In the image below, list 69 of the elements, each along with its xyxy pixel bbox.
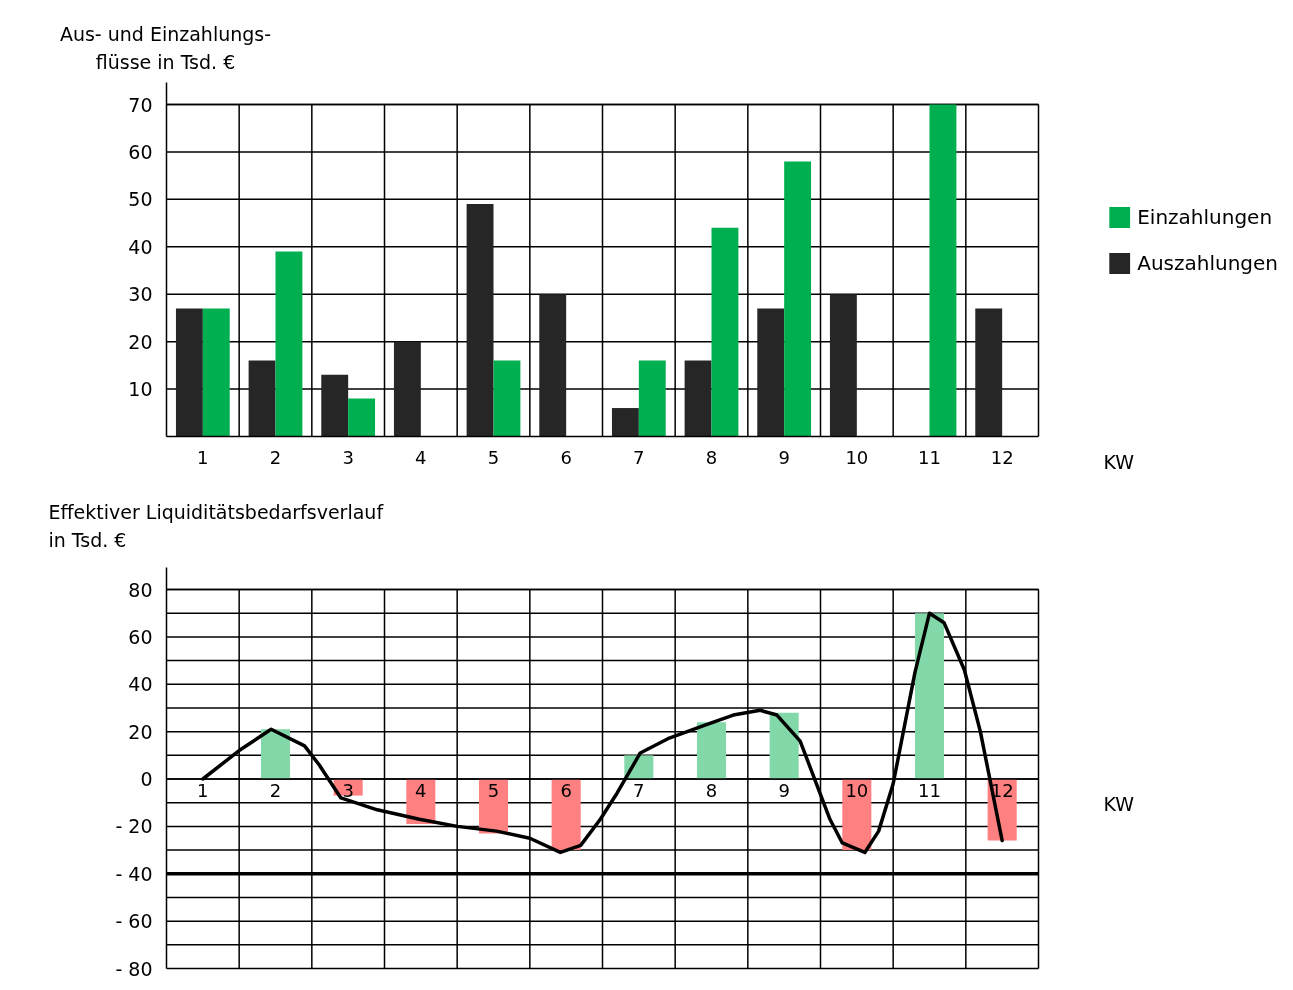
x-tick-label: 3 (342, 446, 354, 468)
y-tick-label: 40 (128, 673, 153, 696)
x-tick-label: 5 (487, 446, 500, 468)
bar (466, 204, 494, 437)
y-tick-label: 60 (128, 140, 153, 163)
x-tick-label: 9 (778, 446, 790, 468)
bar (684, 360, 712, 437)
bar (551, 779, 581, 851)
x-tick-label: 10 (845, 780, 869, 801)
bar (321, 374, 349, 437)
y-axis-title: Aus- und Einzahlungs- flüsse in Tsd. € (59, 22, 272, 74)
x-tick-label: 12 (990, 446, 1014, 468)
x-tick-label: 1 (197, 780, 209, 801)
y-tick-label: 70 (128, 93, 153, 116)
y-tick-label: 50 (128, 188, 153, 211)
x-tick-label: 11 (918, 446, 941, 468)
y-tick-label: - 80 (115, 957, 153, 980)
x-tick-label: 11 (918, 780, 941, 801)
y-tick-label: 40 (128, 235, 153, 258)
x-tick-label: 2 (269, 446, 282, 468)
x-axis-title: KW (1103, 793, 1135, 815)
x-tick-label: 7 (633, 780, 645, 801)
x-tick-label: 6 (560, 446, 572, 468)
bar (784, 161, 812, 437)
x-tick-label: 4 (415, 780, 427, 801)
x-tick-label: 9 (778, 780, 790, 801)
bar (275, 251, 303, 437)
x-tick-label: 3 (342, 780, 354, 801)
bar (493, 360, 521, 437)
bar (348, 398, 376, 437)
bar (711, 227, 739, 437)
y-tick-label: 0 (140, 768, 153, 790)
x-tick-label: 2 (269, 780, 282, 801)
bar (769, 712, 799, 779)
legend-label: Einzahlungen (1137, 205, 1273, 229)
y-axis-title: Effektiver Liquiditätsbedarfsverlauf in Tsd. € (48, 500, 385, 552)
y-tick-label: 10 (128, 378, 153, 401)
x-tick-label: 6 (560, 780, 572, 801)
bar (611, 408, 639, 437)
x-tick-label: 10 (845, 446, 869, 468)
bar (393, 341, 421, 437)
y-tick-label: 30 (128, 283, 153, 306)
y-tick-label: 20 (128, 720, 153, 743)
x-axis-title: KW (1103, 450, 1135, 473)
y-tick-label: - 60 (115, 910, 153, 933)
x-tick-label: 4 (415, 446, 427, 468)
bar (914, 613, 945, 779)
y-tick-label: 20 (128, 330, 153, 353)
bar (757, 308, 785, 437)
bar (539, 294, 567, 437)
y-tick-label: - 20 (115, 815, 153, 838)
legend-label: Auszahlungen (1137, 251, 1278, 275)
x-tick-label: 1 (197, 446, 209, 468)
x-tick-label: 7 (633, 446, 645, 468)
bar (929, 104, 957, 437)
y-tick-label: 80 (128, 578, 153, 601)
bar (829, 294, 857, 437)
bar (696, 722, 727, 779)
bar (638, 360, 666, 437)
y-tick-label: 60 (128, 625, 153, 648)
bar (975, 308, 1003, 437)
bar (202, 308, 230, 437)
bar (260, 729, 291, 779)
bar (248, 360, 276, 437)
bar (175, 308, 203, 437)
x-tick-label: 8 (705, 780, 718, 801)
x-tick-label: 5 (487, 780, 500, 801)
x-tick-label: 8 (705, 446, 718, 468)
y-tick-label: - 40 (115, 862, 153, 885)
